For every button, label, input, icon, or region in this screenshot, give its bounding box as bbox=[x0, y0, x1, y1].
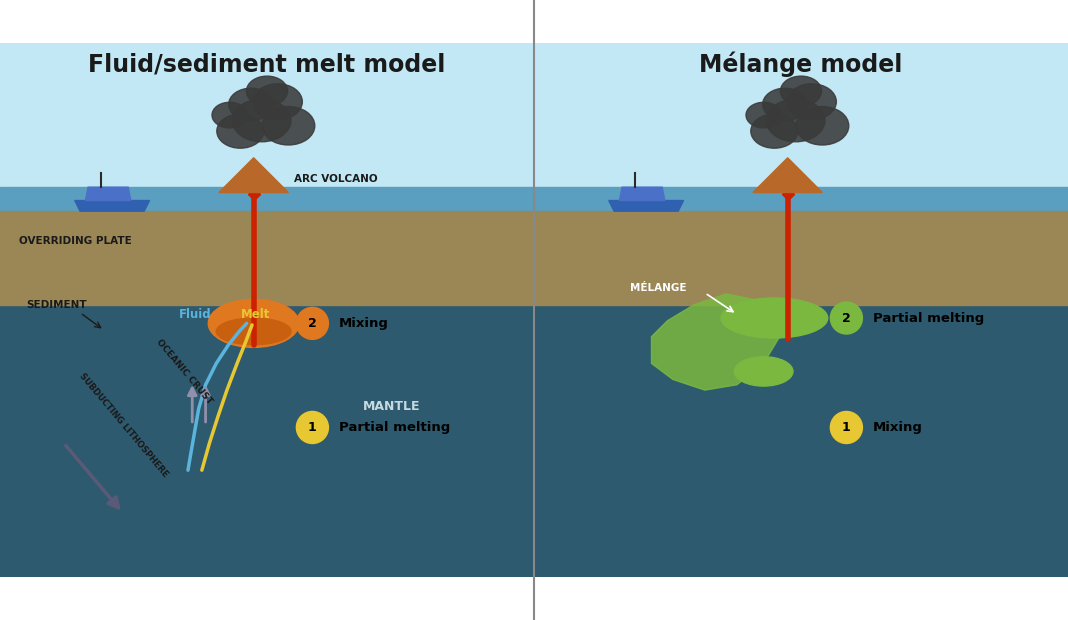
Polygon shape bbox=[0, 211, 534, 304]
Ellipse shape bbox=[747, 102, 782, 128]
Polygon shape bbox=[0, 30, 235, 454]
Polygon shape bbox=[619, 187, 664, 200]
Text: Fluid: Fluid bbox=[179, 308, 211, 321]
Ellipse shape bbox=[763, 88, 807, 121]
Text: 2: 2 bbox=[842, 311, 851, 324]
Circle shape bbox=[831, 302, 863, 334]
Text: Melt: Melt bbox=[241, 308, 271, 321]
Bar bbox=[0, 43, 534, 198]
Ellipse shape bbox=[781, 76, 821, 106]
Text: Mixing: Mixing bbox=[874, 421, 923, 434]
Text: Partial melting: Partial melting bbox=[340, 421, 451, 434]
Ellipse shape bbox=[217, 114, 264, 148]
Ellipse shape bbox=[208, 299, 299, 347]
Ellipse shape bbox=[735, 356, 792, 386]
Text: Mélange model: Mélange model bbox=[700, 51, 902, 77]
Polygon shape bbox=[0, 20, 237, 296]
Polygon shape bbox=[534, 214, 1068, 577]
Ellipse shape bbox=[721, 298, 828, 338]
Text: Mixing: Mixing bbox=[340, 317, 389, 330]
Ellipse shape bbox=[253, 84, 302, 120]
Polygon shape bbox=[0, 14, 239, 275]
Ellipse shape bbox=[262, 107, 315, 145]
Circle shape bbox=[297, 308, 329, 339]
Polygon shape bbox=[609, 200, 684, 211]
Text: SEDIMENT: SEDIMENT bbox=[27, 299, 88, 309]
Polygon shape bbox=[534, 211, 1068, 304]
Polygon shape bbox=[75, 200, 150, 211]
Ellipse shape bbox=[247, 76, 287, 106]
Ellipse shape bbox=[233, 99, 290, 142]
Polygon shape bbox=[219, 158, 288, 193]
Bar bbox=[534, 187, 1068, 216]
Circle shape bbox=[297, 412, 329, 443]
Ellipse shape bbox=[216, 318, 290, 345]
Polygon shape bbox=[753, 158, 822, 193]
Text: Partial melting: Partial melting bbox=[874, 311, 985, 324]
Polygon shape bbox=[651, 294, 780, 390]
Circle shape bbox=[831, 412, 863, 443]
Ellipse shape bbox=[213, 102, 248, 128]
Text: ARC VOLCANO: ARC VOLCANO bbox=[294, 174, 377, 184]
Text: OCEANIC CRUST: OCEANIC CRUST bbox=[155, 337, 215, 405]
Ellipse shape bbox=[751, 114, 798, 148]
Text: MÉLANGE: MÉLANGE bbox=[630, 283, 687, 293]
Text: 1: 1 bbox=[842, 421, 851, 434]
Polygon shape bbox=[0, 0, 250, 296]
Polygon shape bbox=[0, 214, 534, 577]
Ellipse shape bbox=[787, 84, 836, 120]
Text: Fluid/sediment melt model: Fluid/sediment melt model bbox=[89, 52, 445, 76]
Text: 1: 1 bbox=[308, 421, 317, 434]
Text: 2: 2 bbox=[308, 317, 317, 330]
Bar bbox=[0, 187, 534, 216]
Text: SUBDUCTING LITHOSPHERE: SUBDUCTING LITHOSPHERE bbox=[78, 371, 170, 479]
Ellipse shape bbox=[796, 107, 849, 145]
Text: OVERRIDING PLATE: OVERRIDING PLATE bbox=[19, 236, 131, 246]
Text: MANTLE: MANTLE bbox=[363, 400, 421, 413]
Bar bbox=[534, 43, 1068, 198]
Polygon shape bbox=[85, 187, 131, 200]
Ellipse shape bbox=[767, 99, 826, 142]
Ellipse shape bbox=[229, 88, 273, 121]
